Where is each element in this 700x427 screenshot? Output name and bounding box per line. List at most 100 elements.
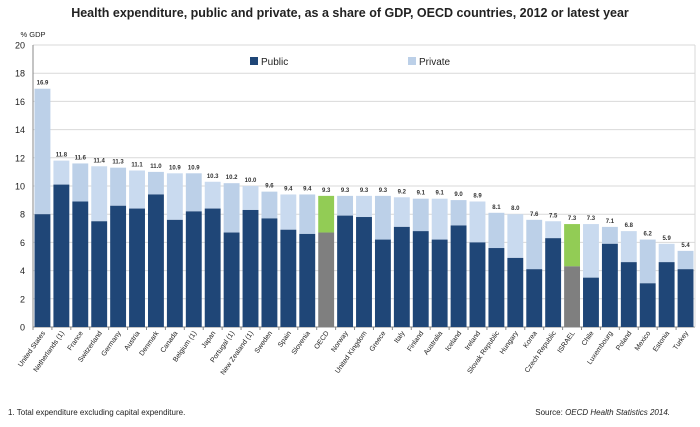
legend-swatch-private — [408, 57, 416, 65]
bar-private-New Zealand (1) — [242, 186, 259, 210]
data-label: 11.1 — [131, 162, 143, 168]
x-tick-label: Germany — [101, 330, 124, 358]
bar-private-Spain — [280, 194, 297, 230]
bar-public-Slovenia — [299, 233, 316, 327]
y-tick-label: 18 — [15, 69, 25, 79]
bar-public-Canada — [166, 219, 183, 327]
bar-public-Turkey — [677, 269, 694, 327]
x-tick-label: Ireland — [464, 330, 482, 352]
data-label: 9.0 — [454, 192, 463, 198]
bar-public-Finland — [412, 231, 429, 327]
bar-public-Norway — [337, 215, 354, 327]
bar-public-Austria — [129, 208, 145, 327]
data-label: 16.9 — [37, 81, 49, 87]
data-label: 11.8 — [56, 153, 68, 159]
bar-private-Korea — [526, 219, 543, 270]
x-tick-label: Sweden — [254, 330, 274, 355]
bar-private-Czech Republic — [545, 221, 562, 239]
source-text: OECD Health Statistics 2014. — [565, 408, 670, 417]
bar-public-Korea — [526, 269, 543, 327]
bar-public-Spain — [280, 229, 297, 327]
x-tick-label: Mexico — [634, 330, 653, 352]
legend-label-public: Public — [261, 57, 288, 68]
bar-private-France — [72, 163, 89, 202]
x-tick-label: Italy — [393, 330, 406, 345]
bar-public-Ireland — [469, 242, 486, 327]
y-tick-label: 8 — [20, 210, 25, 220]
data-label: 10.3 — [207, 174, 219, 180]
bar-private-Poland — [620, 231, 637, 263]
x-tick-label: Japan — [201, 330, 218, 350]
bar-public-New Zealand (1) — [242, 209, 259, 327]
data-label: 9.4 — [303, 186, 312, 192]
x-tick-label: Estonia — [652, 330, 671, 353]
y-tick-label: 2 — [20, 294, 25, 304]
bar-private-Finland — [412, 198, 429, 232]
y-tick-label: 0 — [20, 323, 25, 333]
x-tick-label: Spain — [277, 330, 293, 349]
data-label: 9.3 — [341, 188, 350, 194]
x-tick-label: Austria — [123, 330, 141, 352]
bar-private-Turkey — [677, 250, 694, 270]
bar-private-Greece — [374, 195, 391, 240]
y-tick-label: 16 — [15, 97, 25, 107]
y-tick-label: 10 — [15, 182, 25, 192]
x-tick-label: Iceland — [445, 330, 464, 353]
bar-private-Austria — [129, 170, 145, 209]
bar-private-Denmark — [147, 171, 164, 195]
bar-private-Netherlands (1) — [53, 160, 70, 185]
bar-public-Switzerland — [91, 221, 108, 327]
y-tick-label: 14 — [15, 125, 25, 135]
x-tick-label: Hungary — [499, 330, 520, 356]
bar-private-Portugal (1) — [223, 183, 240, 233]
bar-private-Iceland — [450, 200, 467, 226]
bar-private-Germany — [110, 167, 127, 206]
x-tick-label: Australia — [423, 330, 444, 356]
bar-private-Japan — [204, 181, 221, 209]
data-label: 6.8 — [625, 223, 634, 229]
bar-public-Belgium (1) — [185, 211, 202, 327]
bar-private-Canada — [166, 173, 183, 220]
bar-public-Slovak Republic — [488, 248, 505, 327]
x-tick-label: Norway — [330, 330, 350, 354]
data-label: 10.9 — [169, 165, 181, 171]
y-tick-label: 12 — [15, 153, 25, 163]
bar-private-ISRAEL — [564, 224, 581, 267]
bar-public-Sweden — [261, 218, 278, 327]
bar-private-Chile — [583, 224, 599, 278]
bar-private-Mexico — [639, 239, 656, 284]
x-tick-label: France — [67, 330, 85, 352]
bar-public-United States — [34, 214, 51, 327]
bar-private-Ireland — [469, 201, 486, 243]
data-label: 11.3 — [112, 160, 124, 166]
bar-private-Norway — [337, 195, 354, 216]
bar-public-Czech Republic — [545, 238, 562, 327]
bar-public-Germany — [110, 205, 127, 327]
data-label: 10.2 — [226, 175, 238, 181]
bar-public-Poland — [620, 262, 637, 327]
y-tick-label: 6 — [20, 238, 25, 248]
data-label: 6.2 — [644, 232, 653, 238]
data-label: 8.1 — [492, 205, 501, 211]
x-tick-label: Turkey — [672, 330, 690, 352]
bar-public-Hungary — [507, 257, 524, 327]
bar-private-Slovenia — [299, 194, 316, 234]
bar-private-Hungary — [507, 214, 524, 258]
y-axis-label: % GDP — [20, 30, 45, 39]
data-label: 9.1 — [435, 191, 444, 197]
data-label: 7.3 — [568, 216, 577, 222]
bar-private-Slovak Republic — [488, 212, 505, 249]
data-label: 11.4 — [94, 158, 106, 164]
bar-public-Estonia — [658, 262, 675, 327]
bar-public-Denmark — [147, 194, 164, 327]
data-label: 9.3 — [322, 188, 331, 194]
chart-title: Health expenditure, public and private, … — [71, 6, 629, 20]
bar-private-Luxembourg — [601, 226, 618, 244]
bar-public-Japan — [204, 208, 221, 327]
data-label: 8.9 — [473, 194, 482, 200]
bar-public-Netherlands (1) — [53, 184, 70, 327]
x-tick-label: Finland — [406, 330, 425, 353]
bar-private-Switzerland — [91, 166, 108, 222]
x-tick-label: Greece — [369, 330, 388, 353]
